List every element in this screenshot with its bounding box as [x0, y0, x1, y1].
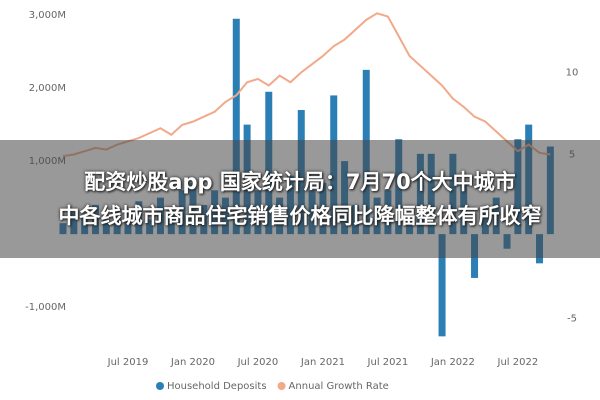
bar: [232, 18, 240, 235]
bar: [438, 234, 446, 337]
x-tick-label: Jul 2020: [237, 357, 279, 368]
x-tick-label: Jul 2021: [367, 357, 409, 368]
y-tick-label: 2,000M: [29, 83, 66, 94]
legend-label: Household Deposits: [167, 381, 267, 392]
y-tick-label: 3,000M: [29, 10, 66, 21]
legend-label: Annual Growth Rate: [289, 381, 389, 392]
y2-tick-label: 10: [566, 67, 579, 78]
x-tick-label: Jan 2022: [430, 357, 475, 368]
caption-banner: 配资炒股app 国家统计局：7月70个大中城市 中各线城市商品住宅销售价格同比降…: [0, 140, 600, 258]
x-tick-label: Jul 2022: [497, 357, 539, 368]
x-tick-label: Jan 2021: [300, 357, 345, 368]
x-tick-label: Jul 2019: [107, 357, 149, 368]
y2-tick-label: -5: [567, 314, 577, 325]
x-tick-label: Jan 2020: [170, 357, 215, 368]
legend-swatch: [156, 382, 164, 390]
caption-line: 中各线城市商品住宅销售价格同比降幅整体有所收窄: [58, 204, 542, 228]
caption-line: 配资炒股app 国家统计局：7月70个大中城市: [84, 170, 516, 194]
y-tick-label: -1,000M: [25, 302, 66, 313]
legend-swatch: [277, 382, 286, 390]
line: [62, 12, 551, 158]
